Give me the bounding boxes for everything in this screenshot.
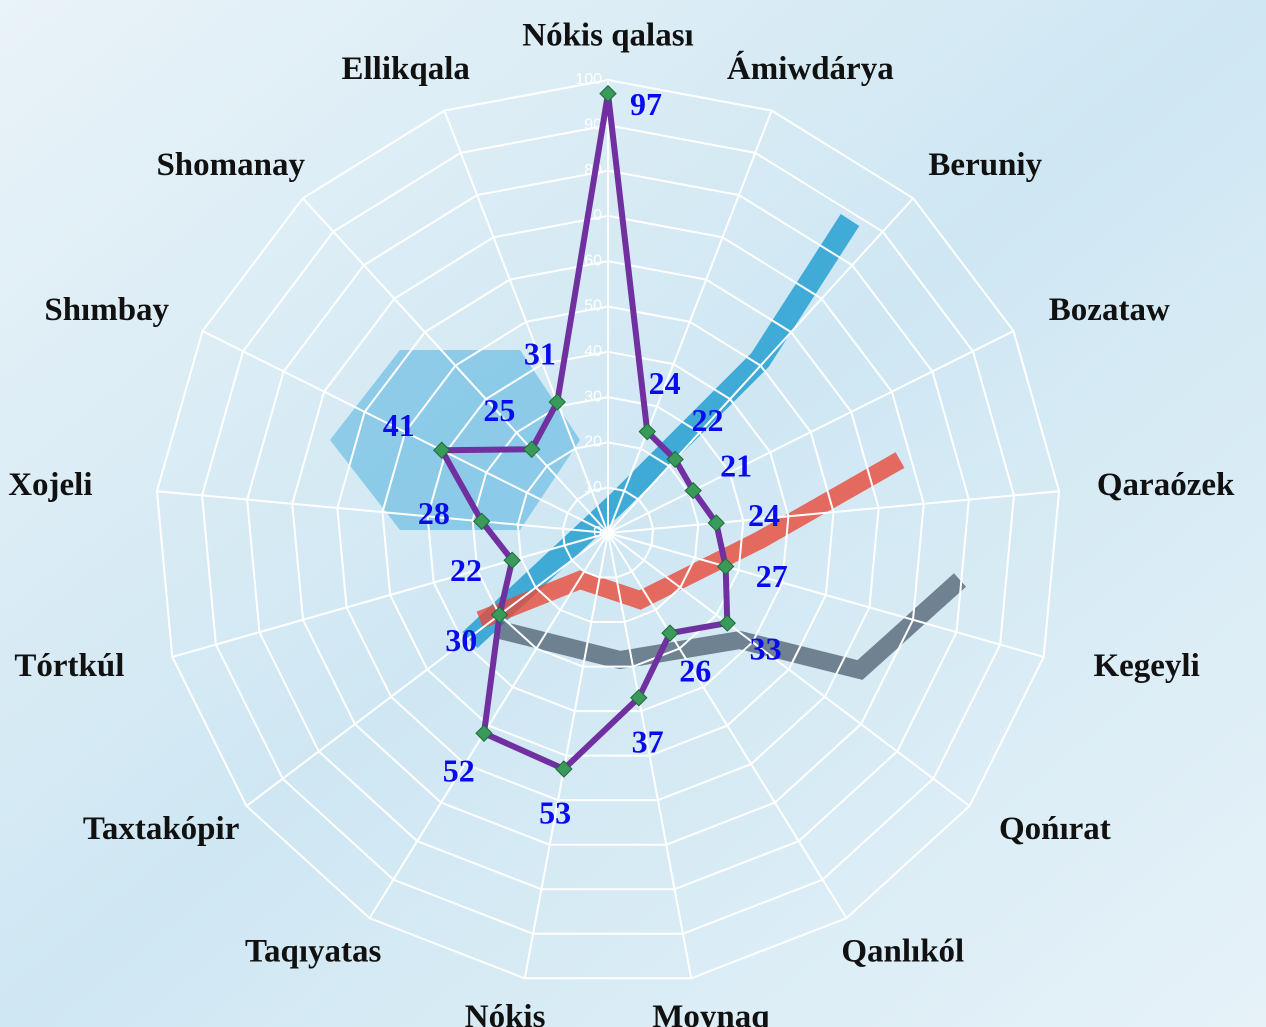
category-label: Qanlıkól [841,933,964,969]
category-label: Bozataw [1049,292,1170,328]
value-label: 28 [418,495,450,531]
category-label: Taqıyatas [245,933,381,969]
tick-label: 100 [575,71,602,88]
tick-label: 60 [584,252,602,269]
tick-label: 20 [584,434,602,451]
value-label: 37 [632,723,664,759]
value-label: 97 [630,86,662,122]
value-label: 22 [450,552,482,588]
category-label: Taxtakópir [83,811,240,847]
tick-label: 40 [584,343,602,360]
chart: 0102030405060708090100Nókis qalasıÁmiwdá… [0,0,1266,1027]
category-label: Qońırat [999,811,1111,847]
category-label: Nókis qalası [522,18,693,54]
category-label: Xojeli [8,467,92,503]
value-label: 22 [691,402,723,438]
value-label: 26 [679,652,711,688]
value-label: 21 [720,448,752,484]
category-label: Qaraózek [1097,467,1235,503]
category-label: Tórtkúl [14,648,124,684]
tick-label: 30 [584,388,602,405]
category-label: Shomanay [156,147,305,183]
value-label: 41 [383,407,415,443]
value-label: 24 [748,497,780,533]
value-label: 24 [649,365,681,401]
value-label: 53 [539,795,571,831]
value-label: 25 [483,392,515,428]
category-label: Moynaq [652,999,770,1027]
category-label: Shımbay [44,292,169,328]
category-label: Beruniy [928,147,1042,183]
category-label: Nókis [465,999,546,1027]
value-label: 30 [445,622,477,658]
category-label: Ámiwdárya [727,50,894,87]
category-label: Kegeyli [1093,648,1199,684]
value-label: 52 [443,752,475,788]
value-label: 27 [756,558,788,594]
value-label: 33 [750,630,782,666]
tick-label: 50 [584,298,602,315]
category-label: Ellikqala [342,51,470,87]
value-label: 31 [524,336,556,372]
